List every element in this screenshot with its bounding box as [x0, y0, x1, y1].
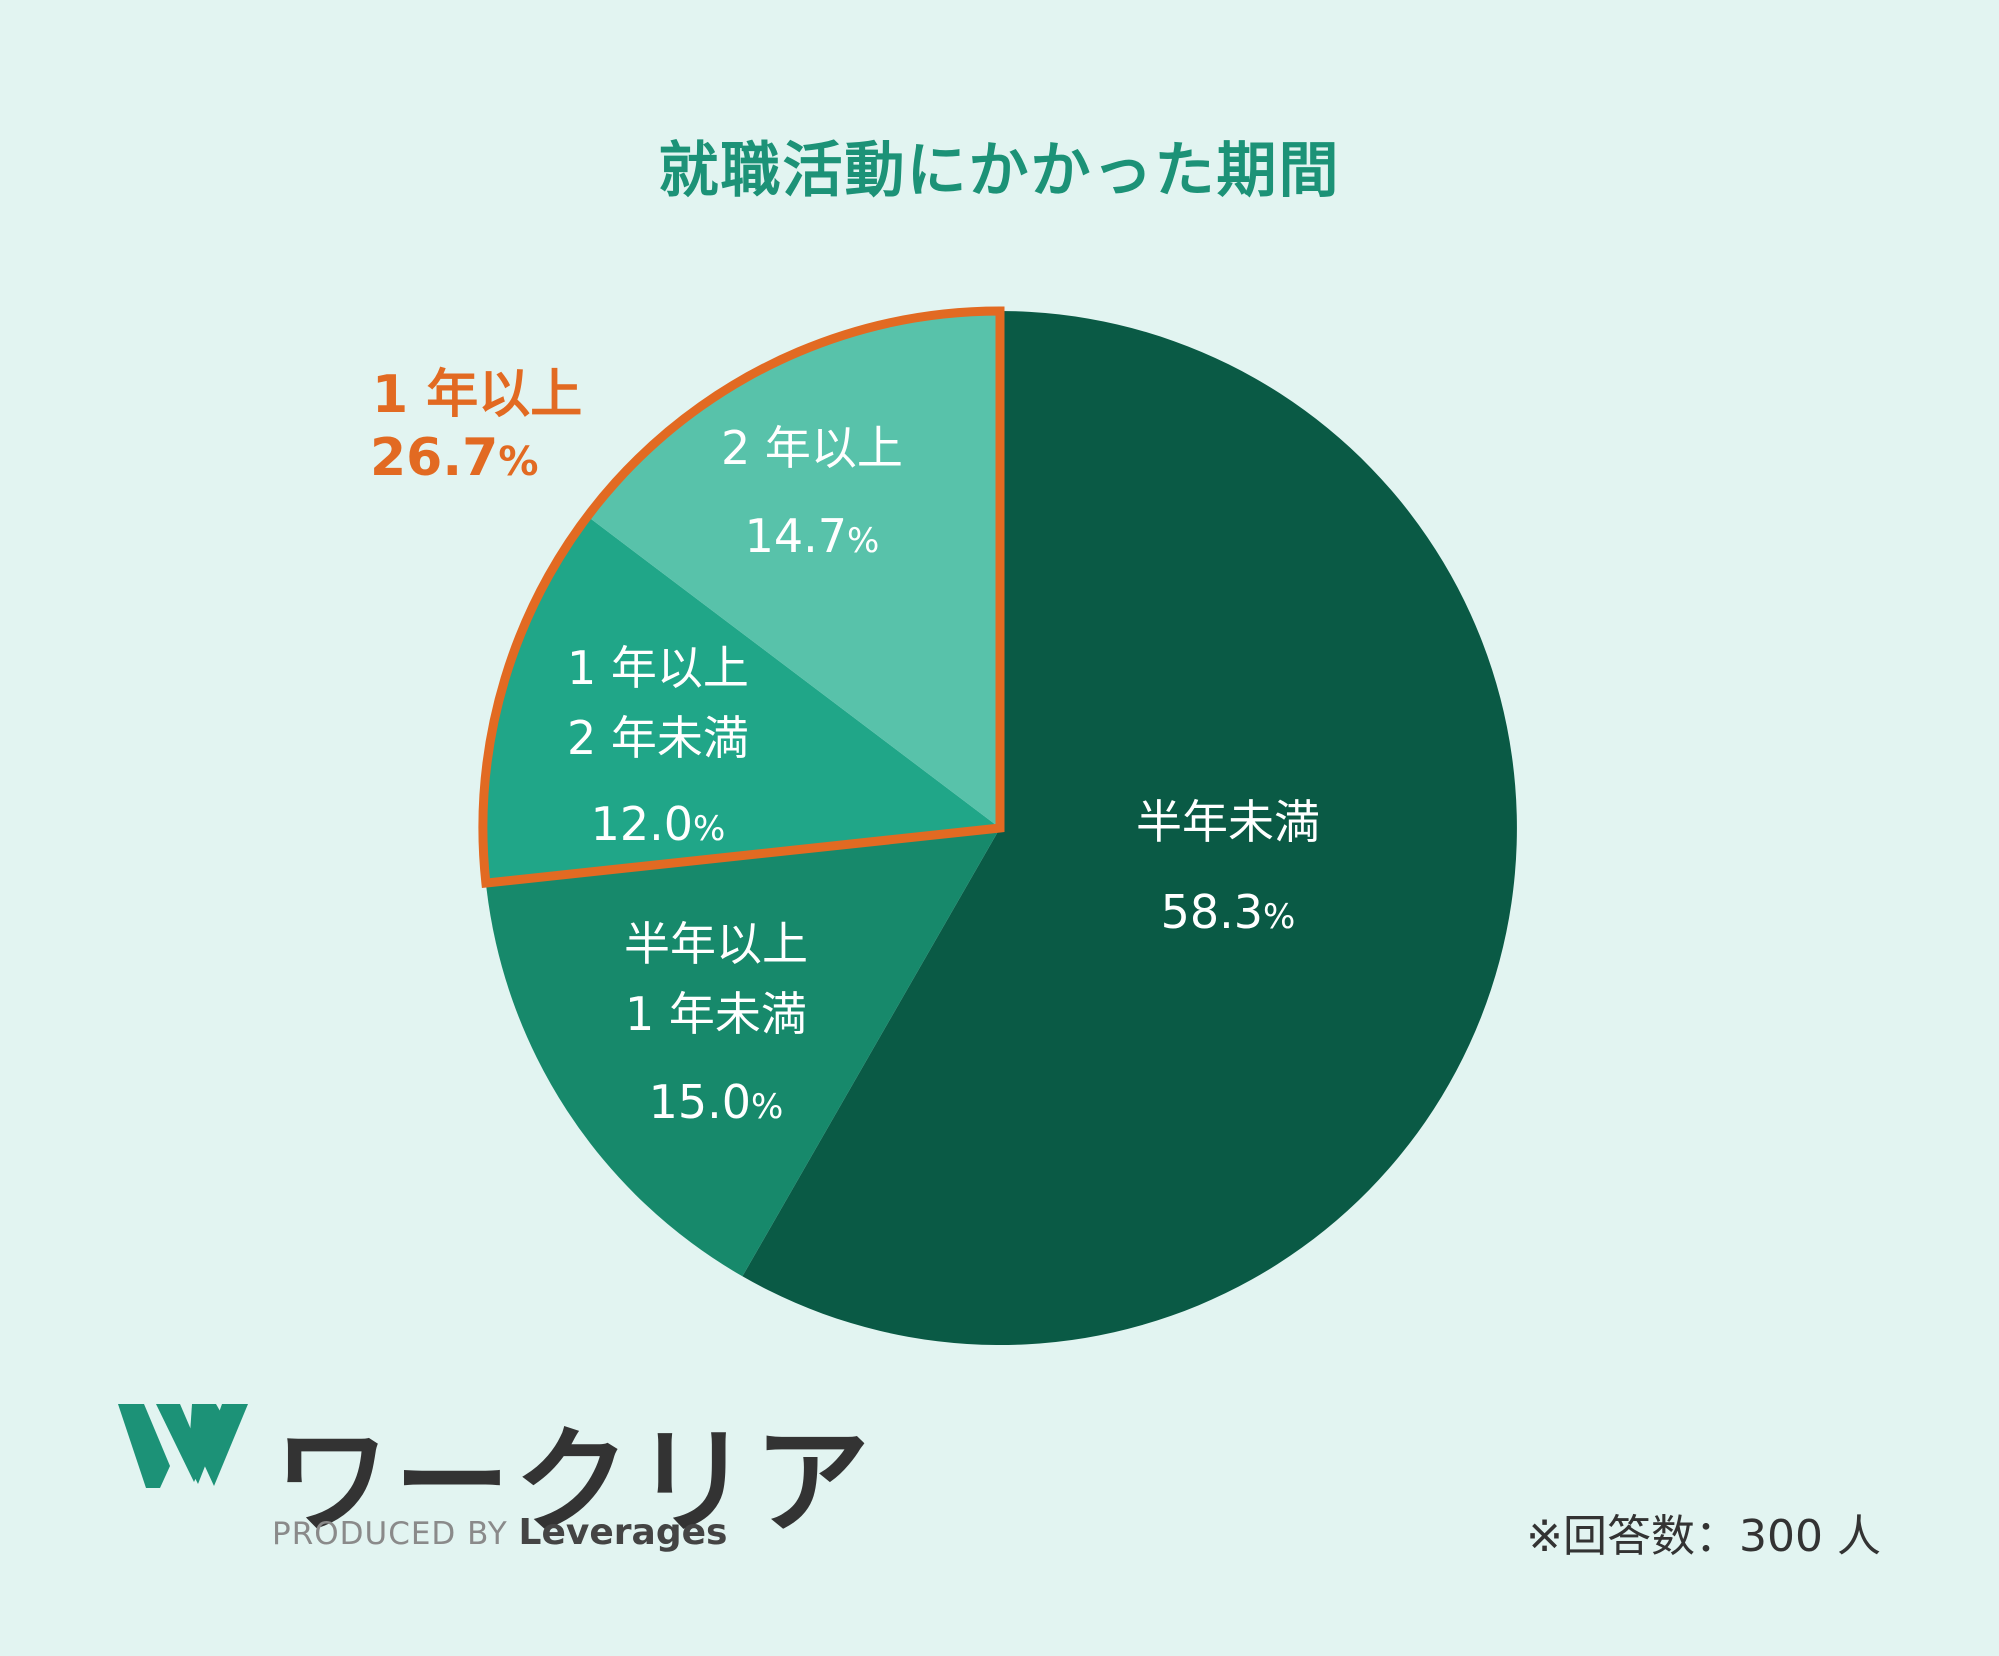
- slice-label: 半年以上: [624, 917, 808, 971]
- produced-by-text: PRODUCED BY: [272, 1516, 508, 1552]
- highlight-label: 1 年以上: [372, 365, 583, 425]
- brand-name: ワークリア: [274, 1415, 874, 1550]
- slice-value-unit: %: [847, 521, 879, 561]
- highlight-value: 26.7%: [370, 428, 538, 488]
- slice-value-unit: %: [751, 1087, 783, 1127]
- company-name: Leverages: [518, 1512, 728, 1553]
- slice-label: 2 年未満: [567, 711, 749, 765]
- respondent-count-note: ※回答数：300 人: [1526, 1511, 1881, 1562]
- slice-value-unit: %: [693, 809, 725, 849]
- slice-label: 1 年未満: [625, 987, 807, 1041]
- slice-label: 1 年以上: [567, 641, 749, 695]
- pie-slice: [485, 828, 1000, 1277]
- slice-label: 2 年以上: [721, 421, 903, 475]
- workclear-logo-icon: [118, 1404, 248, 1488]
- slice-label: 半年未満: [1136, 795, 1320, 849]
- pie-slice: [482, 516, 1000, 884]
- highlight-outline: [478, 306, 1005, 889]
- slice-value-unit: %: [1263, 897, 1295, 937]
- slice-value-label: 12.0%: [591, 797, 726, 851]
- highlight-value-number: 26.7: [370, 428, 499, 488]
- pie-slice: [587, 310, 1000, 828]
- chart-title: 就職活動にかかった期間: [658, 136, 1341, 206]
- highlight-value-unit: %: [498, 439, 539, 485]
- produced-by: PRODUCED BY Leverages: [272, 1512, 727, 1553]
- pie-slice: [742, 311, 1517, 1345]
